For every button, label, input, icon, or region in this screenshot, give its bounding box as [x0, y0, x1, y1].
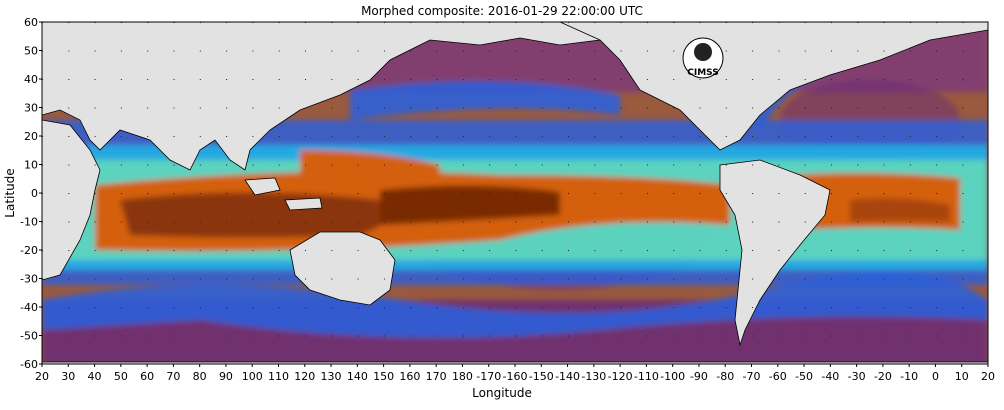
- y-tick-label: 0: [31, 187, 38, 200]
- x-ticks: 20 30 40 50 60 70 80 90 100 110 120 130 140 150 160 170…: [35, 364, 995, 383]
- y-tick-label: -50: [20, 330, 38, 343]
- x-tick-label: -90: [690, 370, 708, 383]
- x-tick-label: -20: [874, 370, 892, 383]
- x-tick-label: 70: [166, 370, 180, 383]
- x-tick-label: 20: [981, 370, 995, 383]
- x-tick-label: -170: [476, 370, 501, 383]
- y-tick-label: -20: [20, 244, 38, 257]
- y-tick-label: 50: [24, 45, 38, 58]
- y-tick-label: 60: [24, 16, 38, 29]
- y-tick-label: 20: [24, 130, 38, 143]
- x-tick-label: 20: [35, 370, 49, 383]
- x-tick-label: -50: [795, 370, 813, 383]
- plot-area: [42, 22, 988, 364]
- x-tick-label: -140: [555, 370, 580, 383]
- y-tick-label: -40: [20, 301, 38, 314]
- x-tick-label: 0: [932, 370, 939, 383]
- x-tick-label: 180: [452, 370, 473, 383]
- y-ticks: 60 50 40 30 20 10 0 -10 -20 -30 -40 -50 -60: [20, 16, 42, 371]
- x-tick-label: -150: [529, 370, 554, 383]
- x-tick-label: 170: [426, 370, 447, 383]
- x-tick-label: -80: [716, 370, 734, 383]
- x-tick-label: 90: [219, 370, 233, 383]
- y-tick-label: -60: [20, 358, 38, 371]
- x-tick-label: -60: [769, 370, 787, 383]
- x-tick-label: 120: [294, 370, 315, 383]
- y-tick-label: -30: [20, 273, 38, 286]
- x-tick-label: -130: [581, 370, 606, 383]
- x-tick-label: -120: [608, 370, 633, 383]
- y-tick-label: 30: [24, 102, 38, 115]
- x-tick-label: -100: [660, 370, 685, 383]
- x-tick-label: 40: [88, 370, 102, 383]
- y-tick-label: 10: [24, 159, 38, 172]
- svg-text:CIMSS: CIMSS: [687, 68, 718, 78]
- x-tick-label: 150: [373, 370, 394, 383]
- x-tick-label: 60: [140, 370, 154, 383]
- x-tick-label: 110: [268, 370, 289, 383]
- x-tick-label: -70: [743, 370, 761, 383]
- x-tick-label: 140: [347, 370, 368, 383]
- x-tick-label: -10: [900, 370, 918, 383]
- x-tick-label: 50: [114, 370, 128, 383]
- grid-dots: [42, 22, 988, 364]
- x-tick-label: -40: [821, 370, 839, 383]
- x-tick-label: -30: [848, 370, 866, 383]
- y-tick-label: -10: [20, 216, 38, 229]
- map-title: Morphed composite: 2016-01-29 22:00:00 U…: [361, 4, 643, 18]
- cimss-logo: CIMSS: [682, 37, 724, 79]
- x-tick-label: -160: [503, 370, 528, 383]
- x-tick-label: 130: [321, 370, 342, 383]
- x-tick-label: 100: [242, 370, 263, 383]
- x-tick-label: 160: [399, 370, 420, 383]
- x-tick-label: -110: [634, 370, 659, 383]
- x-tick-label: 80: [193, 370, 207, 383]
- x-tick-label: 30: [61, 370, 75, 383]
- y-tick-label: 40: [24, 73, 38, 86]
- x-tick-label: 10: [955, 370, 969, 383]
- x-axis-label: Longitude: [472, 386, 532, 400]
